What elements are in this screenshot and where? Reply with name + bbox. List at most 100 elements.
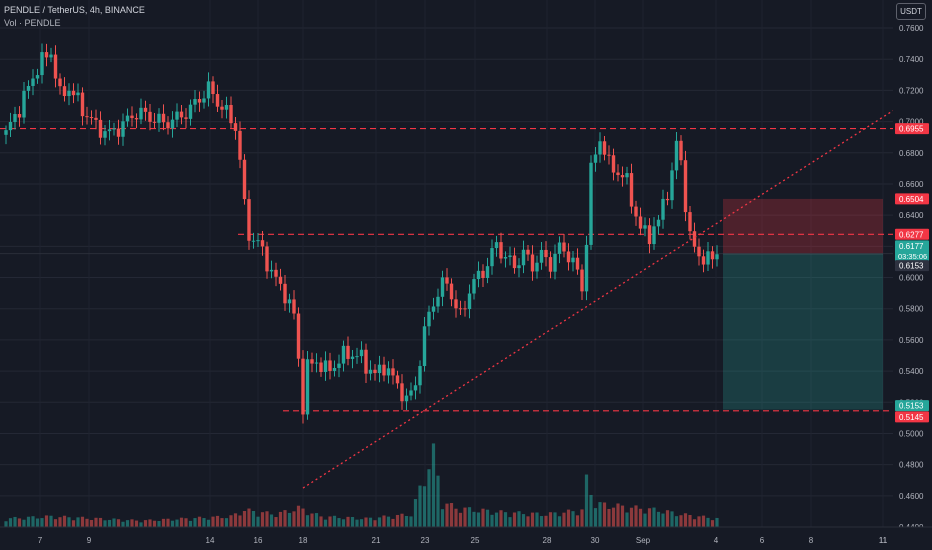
- volume-bar: [148, 519, 152, 527]
- currency-button[interactable]: USDT: [896, 3, 926, 20]
- price-tick-label: 0.6000: [899, 274, 924, 283]
- volume-bar: [251, 511, 256, 527]
- candle-body: [638, 216, 643, 229]
- candle-body: [260, 240, 265, 247]
- candle-body: [341, 345, 346, 364]
- candle-body: [76, 92, 80, 96]
- volume-bar: [13, 516, 17, 527]
- volume-bar: [634, 505, 638, 527]
- candle-body: [305, 359, 310, 415]
- price-tag: [895, 240, 929, 263]
- volume-bar: [607, 508, 611, 527]
- candle-body: [494, 242, 499, 249]
- time-tick-label: 11: [879, 536, 888, 545]
- volume-bar: [166, 518, 170, 527]
- volume-bar: [679, 515, 683, 527]
- volume-bar: [706, 517, 710, 527]
- volume-bar: [94, 517, 98, 527]
- price-tick-label: 0.6600: [899, 180, 924, 189]
- volume-bar: [535, 512, 539, 527]
- time-tick-label: 9: [87, 536, 92, 545]
- volume-bar: [539, 516, 544, 527]
- chart-title: PENDLE / TetherUS, 4h, BINANCE: [4, 5, 145, 15]
- candle-body: [328, 360, 332, 371]
- volume-bar: [638, 508, 643, 527]
- volume-bar: [620, 505, 625, 527]
- candle-body: [22, 90, 26, 118]
- candle-body: [53, 54, 58, 79]
- candle-body: [418, 366, 422, 386]
- candle-body: [382, 364, 386, 376]
- volume-bar: [629, 507, 634, 527]
- time-tick-label: 18: [299, 536, 308, 545]
- volume-bar: [355, 519, 359, 527]
- candle-body: [449, 283, 454, 300]
- candle-body: [485, 266, 490, 278]
- candle-body: [332, 367, 337, 371]
- volume-bar: [427, 469, 431, 527]
- candle-body: [319, 362, 323, 373]
- candle-body: [17, 114, 22, 118]
- candle-body: [152, 121, 157, 123]
- candle-body: [670, 170, 674, 201]
- candle-body: [616, 172, 620, 176]
- candle-body: [679, 140, 683, 161]
- price-tick-label: 0.5000: [899, 429, 924, 438]
- volume-bar: [688, 514, 692, 527]
- candle-body: [247, 199, 251, 241]
- candle-body: [701, 256, 706, 265]
- candle-body: [4, 130, 8, 135]
- price-tag-label: 0.6504: [899, 195, 924, 204]
- candle-body: [517, 265, 521, 269]
- volume-bar: [517, 511, 521, 527]
- candle-body: [490, 248, 494, 267]
- volume-bar: [350, 517, 355, 527]
- volume-bar: [143, 520, 148, 527]
- candle-body: [503, 256, 508, 259]
- volume-bar: [697, 516, 701, 527]
- candle-body: [413, 385, 418, 391]
- candle-body: [508, 255, 512, 257]
- price-axis[interactable]: 0.7600 0.7400 0.7200 0.7000 0.6800 0.6600 0.64…: [893, 0, 932, 550]
- candle-body: [454, 299, 458, 309]
- candle-body: [26, 85, 31, 91]
- volume-bar: [220, 518, 224, 527]
- chart-grid: [0, 0, 893, 528]
- candle-body: [148, 111, 152, 122]
- candle-body: [422, 326, 427, 367]
- price-tag: [895, 411, 929, 423]
- time-tick-label: 30: [591, 536, 600, 545]
- candle-body: [206, 81, 211, 99]
- volume-bar: [8, 518, 13, 527]
- candle-body: [661, 198, 665, 220]
- candle-body: [220, 106, 224, 110]
- volume-bar: [692, 519, 697, 527]
- candle-body: [269, 269, 274, 272]
- price-tick-label: 0.5400: [899, 367, 924, 376]
- time-tick-label: 8: [809, 536, 814, 545]
- volume-bar: [229, 515, 233, 527]
- volume-bar: [467, 507, 472, 527]
- candle-body: [175, 111, 179, 120]
- candle-body: [400, 383, 404, 402]
- price-tag: [895, 400, 929, 412]
- price-tag: [895, 123, 929, 135]
- candle-body: [463, 308, 467, 310]
- volume-bar: [472, 511, 476, 527]
- candle-body: [440, 277, 445, 297]
- price-axis-bg: [893, 0, 932, 550]
- candle-body: [98, 119, 103, 138]
- candle-body: [652, 226, 656, 245]
- candle-body: [373, 369, 377, 374]
- volume-bar: [125, 520, 130, 527]
- price-tick-label: 0.5600: [899, 336, 924, 345]
- candle-body: [571, 257, 575, 263]
- time-tick-label: 21: [372, 536, 381, 545]
- horizontal-levels: [0, 127, 893, 412]
- candle-body: [314, 362, 319, 364]
- volume-bar: [44, 515, 49, 527]
- volume-bar: [499, 510, 503, 527]
- price-tag-label: 0.6277: [899, 230, 924, 239]
